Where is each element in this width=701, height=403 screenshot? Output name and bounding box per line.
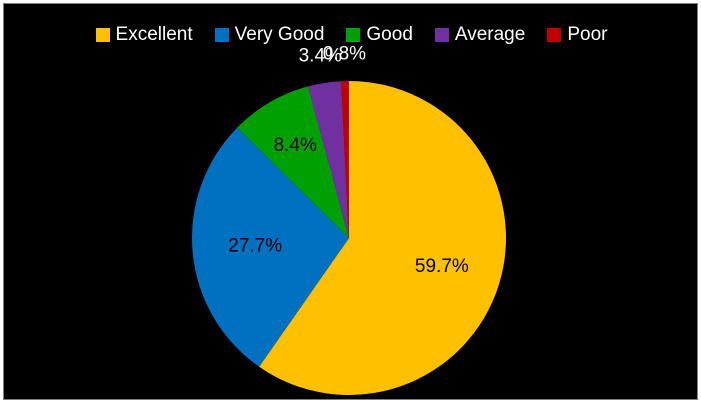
pie-slice-very-good bbox=[191, 127, 349, 367]
data-label-good: 8.4% bbox=[274, 135, 317, 156]
legend-item-excellent: Excellent bbox=[95, 24, 193, 46]
data-label-poor: 0.8% bbox=[323, 43, 366, 64]
legend-item-average: Average bbox=[434, 24, 526, 46]
pie-chart: 59.7% 27.7% 8.4% 3.4%0.8% bbox=[191, 43, 506, 395]
pie-slice-average bbox=[308, 81, 349, 238]
chart-frame: Excellent Very Good Good Average Poor 59.7% 2… bbox=[3, 3, 698, 400]
legend-swatch-average bbox=[434, 28, 449, 42]
legend: Excellent Very Good Good Average Poor bbox=[4, 20, 699, 50]
data-label-very-good: 27.7% bbox=[228, 236, 282, 257]
legend-item-poor: Poor bbox=[547, 24, 607, 46]
legend-item-very-good: Very Good bbox=[214, 24, 325, 46]
legend-label-poor: Poor bbox=[567, 24, 608, 45]
data-label-average: 3.4% bbox=[299, 46, 342, 67]
legend-item-good: Good bbox=[346, 24, 413, 46]
pie-slice-good bbox=[237, 86, 349, 238]
legend-label-very-good: Very Good bbox=[234, 24, 325, 45]
legend-swatch-excellent bbox=[95, 28, 110, 42]
data-label-excellent: 59.7% bbox=[415, 256, 469, 277]
legend-label-good: Good bbox=[366, 24, 413, 45]
legend-label-excellent: Excellent bbox=[115, 24, 193, 45]
legend-swatch-very-good bbox=[214, 28, 229, 42]
legend-swatch-poor bbox=[547, 28, 562, 42]
legend-label-average: Average bbox=[454, 24, 526, 45]
pie-slice-poor bbox=[341, 81, 349, 238]
legend-swatch-good bbox=[346, 28, 361, 42]
pie-slice-excellent bbox=[259, 81, 506, 395]
